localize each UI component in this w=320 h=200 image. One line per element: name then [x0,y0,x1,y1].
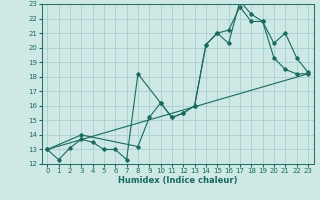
X-axis label: Humidex (Indice chaleur): Humidex (Indice chaleur) [118,176,237,185]
